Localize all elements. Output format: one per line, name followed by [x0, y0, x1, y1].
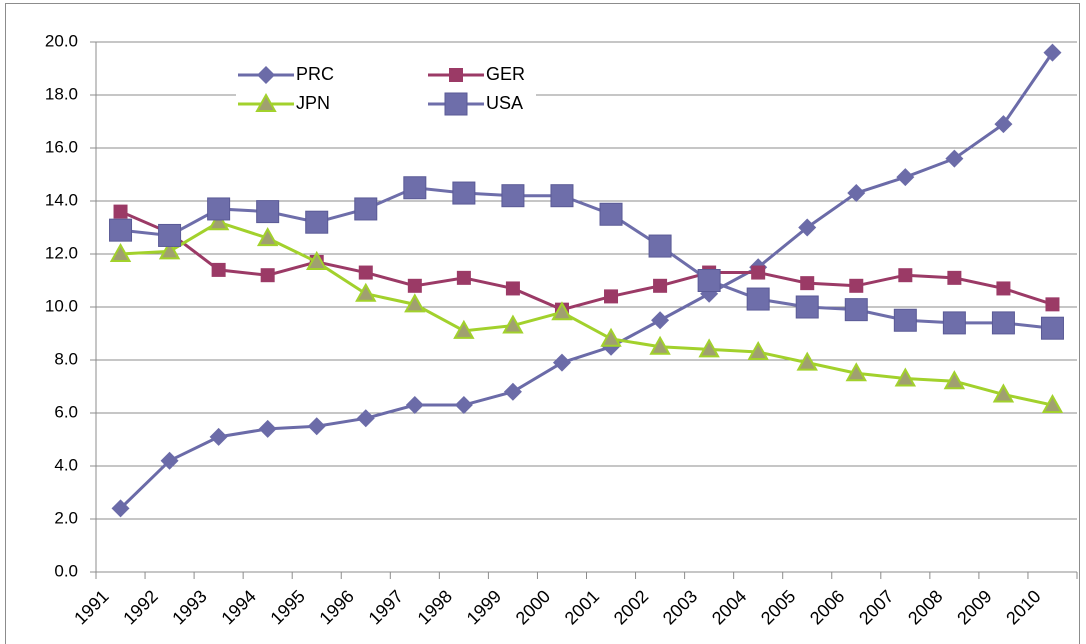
marker [158, 223, 182, 247]
marker [746, 287, 770, 311]
legend-label: GER [486, 64, 525, 84]
marker [211, 262, 226, 277]
marker [1043, 43, 1062, 62]
marker [449, 68, 463, 82]
marker [844, 298, 868, 322]
marker [894, 367, 917, 387]
marker [992, 383, 1015, 403]
marker [795, 295, 819, 319]
marker [354, 197, 378, 221]
marker [257, 66, 275, 84]
marker [800, 276, 815, 291]
marker [994, 115, 1013, 134]
y-tick-label: 0.0 [54, 561, 78, 580]
marker [356, 409, 375, 428]
marker [207, 211, 230, 231]
marker [403, 176, 427, 200]
y-tick-label: 10.0 [45, 296, 78, 315]
marker [503, 382, 522, 401]
marker [255, 92, 277, 112]
marker [796, 351, 818, 371]
marker [160, 451, 179, 470]
marker [207, 197, 231, 221]
marker [697, 269, 721, 292]
marker [358, 265, 373, 280]
marker [453, 319, 475, 339]
marker [444, 92, 468, 116]
marker [947, 270, 962, 285]
chart-frame [5, 3, 1080, 644]
marker [256, 227, 279, 247]
marker [747, 341, 769, 361]
marker [307, 417, 326, 436]
marker [599, 202, 623, 226]
marker [158, 240, 181, 260]
marker [751, 265, 766, 280]
marker [847, 184, 866, 203]
marker [256, 200, 280, 224]
marker [845, 362, 867, 382]
marker [407, 278, 422, 293]
marker [505, 281, 520, 296]
y-tick-label: 16.0 [45, 137, 78, 156]
marker [798, 218, 817, 237]
marker [109, 218, 133, 242]
marker [945, 149, 964, 168]
y-tick-label: 12.0 [45, 243, 78, 262]
marker [649, 335, 671, 355]
marker [109, 242, 132, 262]
marker [258, 419, 277, 438]
marker [405, 396, 424, 415]
series-line [119, 210, 1053, 312]
y-tick-label: 4.0 [54, 455, 78, 474]
marker [454, 396, 473, 415]
marker [404, 293, 426, 313]
y-tick-label: 8.0 [54, 349, 78, 368]
marker [306, 250, 328, 270]
marker [651, 311, 670, 330]
marker [552, 353, 571, 372]
y-tick-label: 2.0 [54, 508, 78, 527]
marker [260, 268, 275, 283]
marker [111, 499, 130, 518]
y-tick-label: 18.0 [45, 84, 78, 103]
marker [648, 234, 672, 258]
marker [456, 270, 471, 285]
marker [502, 314, 524, 334]
marker [1045, 297, 1060, 312]
marker [996, 281, 1011, 296]
marker [1040, 316, 1064, 340]
y-tick-label: 6.0 [54, 402, 78, 421]
marker [209, 427, 228, 446]
legend-label: USA [486, 93, 523, 113]
legend-box [236, 60, 536, 120]
marker [550, 184, 574, 208]
marker [452, 181, 476, 205]
marker [355, 282, 377, 302]
marker [943, 370, 966, 390]
y-tick-label: 14.0 [45, 190, 78, 209]
series [109, 211, 1064, 414]
marker [942, 311, 966, 335]
legend-label: PRC [296, 64, 334, 84]
marker [698, 338, 720, 358]
marker [653, 278, 668, 293]
marker [551, 301, 573, 321]
marker [1041, 394, 1064, 414]
marker [604, 289, 619, 304]
marker [501, 184, 525, 208]
marker [898, 268, 913, 283]
legend-label: JPN [296, 93, 330, 113]
marker [893, 308, 917, 332]
y-tick-label: 20.0 [45, 31, 78, 50]
series [109, 176, 1064, 340]
marker [305, 210, 329, 234]
marker [113, 204, 128, 219]
marker [849, 278, 864, 293]
marker [991, 311, 1015, 335]
marker [896, 168, 915, 187]
series [111, 43, 1062, 518]
marker [600, 327, 622, 347]
